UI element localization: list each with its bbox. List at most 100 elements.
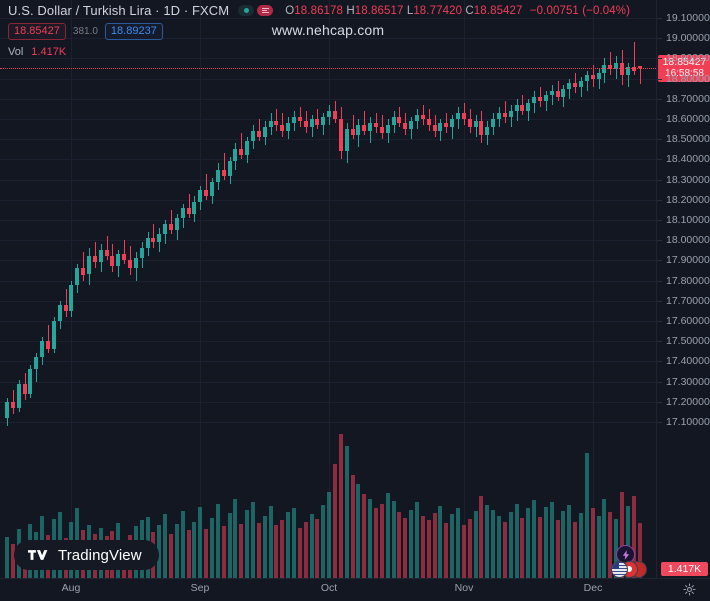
- grid-line: [0, 401, 656, 403]
- grid-line-vertical: [329, 0, 330, 578]
- grid-line: [0, 38, 656, 40]
- volume-bar: [192, 521, 196, 578]
- volume-bar: [515, 503, 519, 578]
- volume-bar: [274, 525, 278, 578]
- legend-title-row: U.S. Dollar / Turkish Lira · 1D · FXCM O…: [8, 2, 630, 19]
- volume-bar: [433, 513, 437, 578]
- indicator-toggle-icon[interactable]: [257, 5, 274, 16]
- price-tick-label: 19.00000: [666, 32, 710, 45]
- volume-axis-badge[interactable]: 1.417K: [661, 562, 708, 576]
- volume-bar: [456, 508, 460, 578]
- legend-price-badges-row: 18.85427 381.0 18.89237: [8, 22, 630, 40]
- tradingview-logo-icon: [28, 550, 48, 560]
- price-tick-mark: [657, 38, 662, 40]
- flag-usd-icon[interactable]: [611, 561, 628, 578]
- volume-bar: [368, 498, 372, 578]
- volume-bar: [216, 503, 220, 578]
- symbol-title[interactable]: U.S. Dollar / Turkish Lira · 1D · FXCM: [8, 3, 230, 18]
- volume-bar: [491, 509, 495, 578]
- volume-bar: [585, 453, 589, 578]
- grid-line: [0, 320, 656, 322]
- volume-bar: [298, 527, 302, 578]
- current-price-badge[interactable]: 18.85427 16:58:58: [658, 54, 710, 82]
- volume-label[interactable]: Vol: [8, 46, 24, 58]
- volume-bar: [403, 518, 407, 578]
- current-price-line: [0, 67, 656, 69]
- volume-bar: [544, 507, 548, 578]
- volume-bar: [444, 522, 448, 578]
- ohlc-close-value: 18.85427: [473, 4, 523, 17]
- price-tick-mark: [657, 220, 662, 221]
- price-tick-mark: [657, 421, 662, 423]
- price-tick-label: 18.00000: [666, 234, 710, 247]
- volume-value: 1.417K: [31, 46, 67, 58]
- volume-bar: [591, 508, 595, 578]
- price-tick-mark: [657, 18, 662, 20]
- grid-line: [0, 381, 656, 383]
- volume-bar: [374, 508, 378, 578]
- price-tick-mark: [657, 199, 662, 201]
- price-spread-value: 381.0: [72, 25, 98, 37]
- volume-bar: [392, 501, 396, 578]
- volume-bar: [233, 498, 237, 578]
- series-toggle-icon[interactable]: [238, 5, 255, 16]
- price-tick-mark: [657, 159, 662, 161]
- price-tick-label: 17.90000: [666, 254, 710, 267]
- grid-line: [0, 78, 656, 80]
- volume-bar: [421, 515, 425, 578]
- price-tick-label: 19.10000: [666, 12, 710, 25]
- bar-countdown: 16:58:58: [665, 67, 704, 79]
- chart-plot-area[interactable]: [0, 0, 656, 578]
- volume-bar: [175, 524, 179, 578]
- price-tick-mark: [657, 260, 662, 262]
- gear-icon[interactable]: [683, 583, 696, 596]
- overlay-layer: [0, 67, 656, 69]
- volume-bar: [257, 522, 261, 578]
- ohlc-low-key: L: [406, 4, 414, 17]
- price-tick-mark: [657, 381, 662, 383]
- price-tick-label: 17.40000: [666, 355, 710, 368]
- volume-bar: [321, 504, 325, 578]
- volume-bar: [304, 521, 308, 578]
- volume-bar: [415, 502, 419, 578]
- price-tick-mark: [657, 119, 662, 121]
- price-axis[interactable]: 18.85427 16:58:58 1.417K 19.10000 19.0000…: [656, 0, 710, 578]
- price-tick-label: 17.30000: [666, 375, 710, 388]
- volume-bar: [526, 508, 530, 578]
- volume-bar: [163, 514, 167, 578]
- price-tick-label: 17.80000: [666, 274, 710, 287]
- price-tick-label: 18.70000: [666, 92, 710, 105]
- volume-bar: [351, 474, 355, 578]
- volume-bar: [269, 506, 273, 578]
- volume-bar: [550, 502, 554, 578]
- volume-bar: [409, 509, 413, 578]
- currency-flags[interactable]: [611, 561, 651, 578]
- volume-bar: [228, 513, 232, 578]
- volume-bar: [198, 507, 202, 578]
- volume-bar: [474, 510, 478, 578]
- volume-bar: [397, 512, 401, 578]
- volume-bar: [520, 518, 524, 578]
- tradingview-badge[interactable]: TradingView: [14, 540, 159, 570]
- volume-bar: [222, 526, 226, 578]
- grid-line: [0, 139, 656, 141]
- price-badge-low[interactable]: 18.85427: [8, 22, 66, 40]
- volume-bar: [286, 512, 290, 578]
- price-tick-label: 17.20000: [666, 395, 710, 408]
- ohlc-low-value: 18.77420: [413, 4, 463, 17]
- volume-bar: [561, 510, 565, 578]
- price-tick-mark: [657, 280, 662, 282]
- grid-line-vertical: [464, 0, 465, 578]
- price-tick-mark: [657, 401, 662, 403]
- time-axis[interactable]: AugSepOctNovDec2023FebMar: [0, 578, 710, 601]
- volume-bar: [251, 502, 255, 578]
- price-tick-mark: [657, 300, 662, 302]
- ohlc-open-key: O: [285, 4, 295, 17]
- ohlc-close-key: C: [465, 4, 474, 17]
- volume-bar: [479, 496, 483, 578]
- lightning-bolt-icon[interactable]: [616, 545, 635, 564]
- grid-line: [0, 260, 656, 262]
- price-badge-high[interactable]: 18.89237: [104, 22, 163, 40]
- volume-bar: [280, 520, 284, 578]
